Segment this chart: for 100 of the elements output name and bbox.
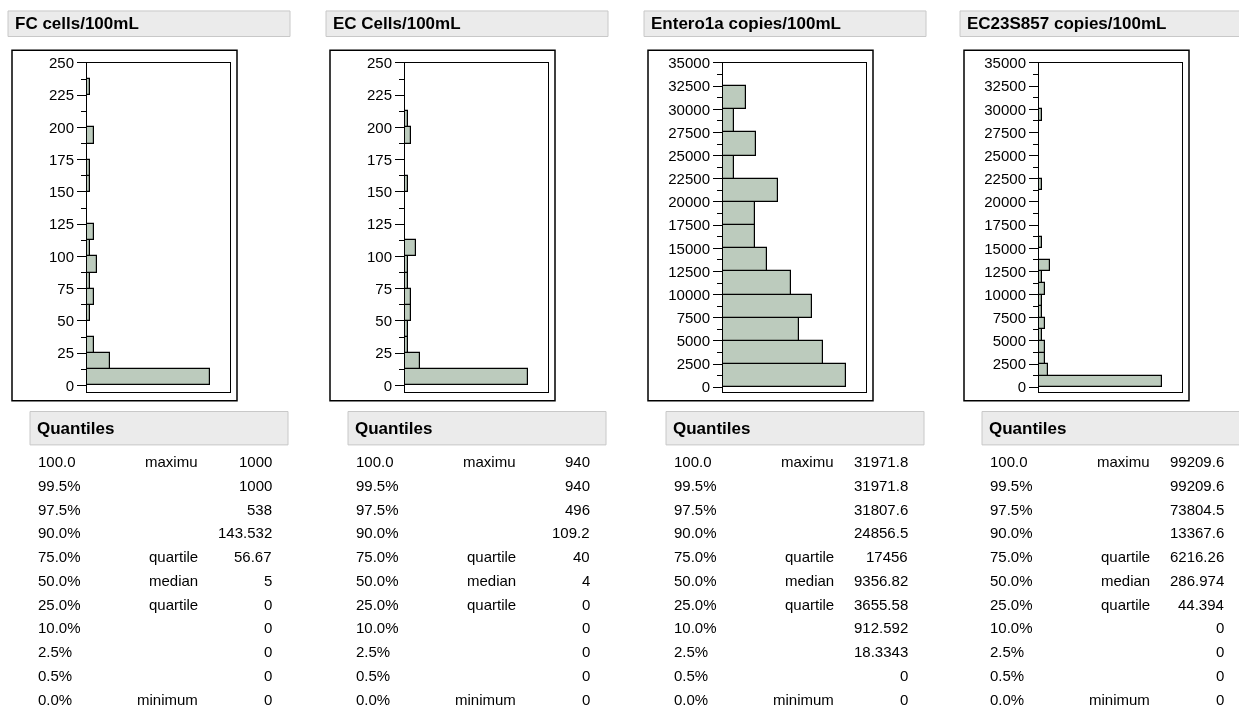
y-tick-label: 200	[48, 118, 74, 136]
y-tick-label: 12500	[668, 262, 710, 280]
y-tick-label: 32500	[668, 77, 710, 95]
y-tick-label: 100	[366, 247, 392, 265]
y-tick-label: 15000	[984, 239, 1026, 257]
text: 0.0% minimum 0	[990, 691, 1225, 708]
y-tick-label: 5000	[992, 332, 1026, 350]
y-tick-label: 0	[383, 376, 392, 394]
y-tick-label: 35000	[984, 54, 1026, 72]
y-tick-label: 0	[701, 378, 710, 396]
chart-title: EC Cells/100mL	[333, 14, 461, 33]
text: 100.0 maximu 31971.8	[674, 453, 909, 470]
y-tick-label: 0	[1017, 378, 1026, 396]
y-tick-label: 27500	[984, 123, 1026, 141]
text: 99.5% 31971.8	[674, 477, 909, 494]
y-tick-label: 100	[48, 247, 74, 265]
chart-title: EC23S857 copies/100mL	[967, 14, 1167, 33]
text: 50.0% median 9356.82	[674, 572, 909, 589]
y-tick-label: 175	[366, 150, 392, 168]
text: 25.0% quartile 44.394	[990, 596, 1224, 613]
text: 0.0% minimum 0	[356, 691, 591, 708]
y-tick-label: 22500	[984, 170, 1026, 188]
text: 25.0% quartile 3655.58	[674, 596, 909, 613]
chart-title: FC cells/100mL	[15, 14, 139, 33]
y-tick-label: 17500	[984, 216, 1026, 234]
text: 0.5% 0	[674, 667, 909, 684]
chart-title: Entero1a copies/100mL	[651, 14, 841, 33]
y-tick-label: 25	[375, 344, 392, 362]
text: 90.0% 24856.5	[674, 524, 909, 541]
y-tick-label: 225	[366, 86, 392, 104]
text: 0.5% 0	[38, 667, 273, 684]
text: 75.0% quartile 40	[356, 548, 590, 565]
text: 2.5% 0	[356, 643, 591, 660]
text: 0.0% minimum 0	[674, 691, 909, 708]
y-tick-label: 7500	[676, 309, 710, 327]
text: 90.0% 13367.6	[990, 524, 1225, 541]
text: 75.0% quartile 17456	[674, 548, 908, 565]
y-tick-label: 50	[375, 312, 392, 330]
y-tick-label: 150	[48, 183, 74, 201]
y-tick-label: 0	[65, 376, 74, 394]
text: 99.5% 1000	[38, 477, 273, 494]
y-tick-label: 27500	[668, 123, 710, 141]
y-tick-label: 5000	[676, 332, 710, 350]
text: 10.0% 912.592	[674, 619, 909, 636]
text: Quantiles	[37, 419, 115, 438]
text: 2.5% 0	[990, 643, 1225, 660]
text: 90.0% 109.2	[356, 524, 590, 541]
y-tick-label: 7500	[992, 309, 1026, 327]
y-tick-label: 200	[366, 118, 392, 136]
y-tick-label: 175	[48, 150, 74, 168]
text: 75.0% quartile 6216.26	[990, 548, 1225, 565]
text: Quantiles	[355, 419, 433, 438]
text: 50.0% median 4	[356, 572, 591, 589]
text: 10.0% 0	[990, 619, 1225, 636]
text: 99.5% 99209.6	[990, 477, 1225, 494]
text: 97.5% 538	[38, 501, 273, 518]
text: 0.0% minimum 0	[38, 691, 273, 708]
text: 97.5% 31807.6	[674, 501, 909, 518]
y-tick-label: 12500	[984, 262, 1026, 280]
y-tick-label: 25000	[668, 146, 710, 164]
text: 2.5% 18.3343	[674, 643, 909, 660]
text: 25.0% quartile 0	[38, 596, 273, 613]
text: 100.0 maximu 99209.6	[990, 453, 1225, 470]
text: 100.0 maximu 940	[356, 453, 591, 470]
y-tick-label: 75	[375, 279, 392, 297]
y-tick-label: 225	[48, 86, 74, 104]
text: 50.0% median 286.974	[990, 572, 1225, 589]
y-tick-label: 150	[366, 183, 392, 201]
text: 10.0% 0	[38, 619, 273, 636]
y-tick-label: 75	[57, 279, 74, 297]
text: 75.0% quartile 56.67	[38, 548, 272, 565]
y-tick-label: 17500	[668, 216, 710, 234]
y-tick-label: 50	[57, 312, 74, 330]
text: Quantiles	[989, 419, 1067, 438]
y-tick-label: 10000	[984, 285, 1026, 303]
y-tick-label: 125	[366, 215, 392, 233]
y-tick-label: 125	[48, 215, 74, 233]
y-tick-label: 22500	[668, 170, 710, 188]
text: 100.0 maximu 1000	[38, 453, 273, 470]
y-tick-label: 25000	[984, 146, 1026, 164]
y-tick-label: 32500	[984, 77, 1026, 95]
y-tick-label: 250	[48, 54, 74, 72]
y-tick-label: 20000	[984, 193, 1026, 211]
y-tick-label: 30000	[984, 100, 1026, 118]
y-tick-label: 2500	[992, 355, 1026, 373]
y-tick-label: 25	[57, 344, 74, 362]
text: 2.5% 0	[38, 643, 273, 660]
text: 97.5% 73804.5	[990, 501, 1225, 518]
y-tick-label: 20000	[668, 193, 710, 211]
text: 99.5% 940	[356, 477, 591, 494]
text: 0.5% 0	[356, 667, 591, 684]
y-tick-label: 30000	[668, 100, 710, 118]
y-tick-label: 10000	[668, 285, 710, 303]
text: 97.5% 496	[356, 501, 591, 518]
text: 90.0% 143.532	[38, 524, 273, 541]
text: Quantiles	[673, 419, 751, 438]
text: 0.5% 0	[990, 667, 1225, 684]
y-tick-label: 250	[366, 54, 392, 72]
text: 50.0% median 5	[38, 572, 273, 589]
text: 10.0% 0	[356, 619, 591, 636]
